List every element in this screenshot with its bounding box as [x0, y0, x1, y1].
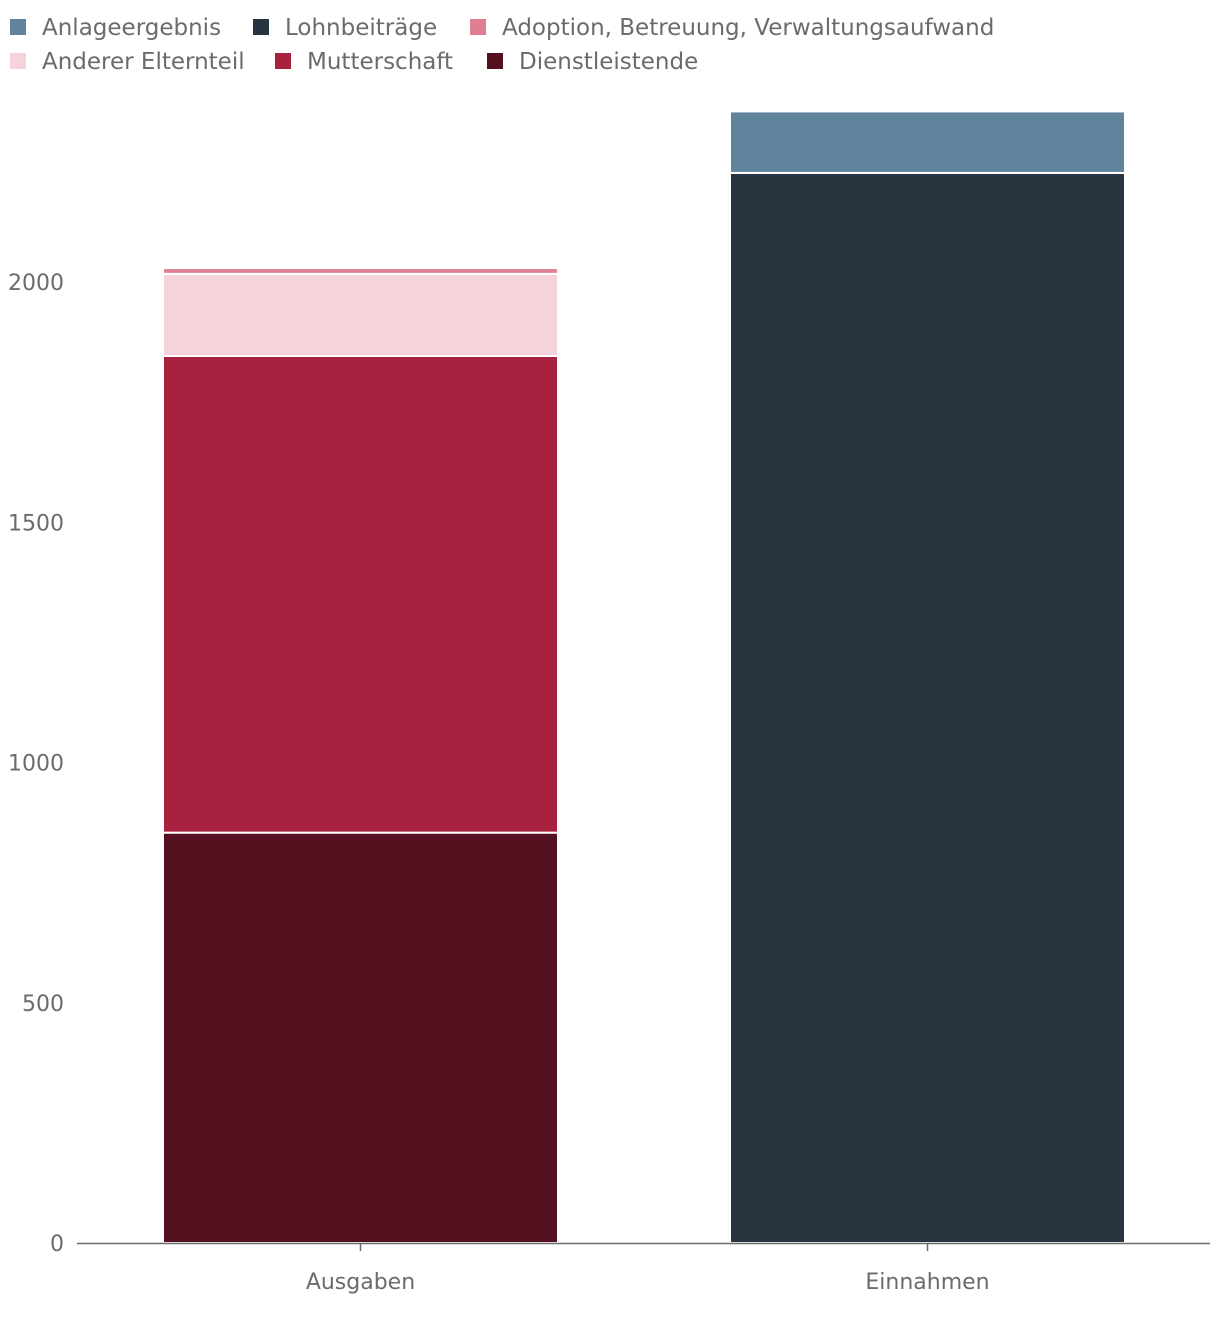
x-tick-label-ausgaben: Ausgaben [306, 1270, 415, 1295]
bar-segment-ausgaben-mutterschaft [162, 354, 559, 834]
legend-item-anlageergebnis[interactable]: Anlageergebnis [10, 15, 221, 41]
legend-label: Dienstleistende [519, 49, 698, 75]
legend: Anlageergebnis Lohnbeiträge Adoption, Betr… [10, 15, 994, 75]
legend-swatch [487, 53, 503, 69]
bar-segment-einnahmen-anlageergebnis [729, 110, 1126, 174]
y-tick-label-1500: 1500 [8, 511, 64, 536]
legend-swatch [10, 53, 26, 69]
x-tick-label-einnahmen: Einnahmen [865, 1270, 989, 1295]
y-tick-label-500: 500 [22, 992, 64, 1017]
bar-segment-ausgaben-adoption-betreuung-verwaltungsaufwand [162, 267, 559, 275]
legend-swatch [470, 19, 486, 35]
legend-label: Adoption, Betreuung, Verwaltungsaufwand [502, 15, 994, 41]
legend-swatch [10, 19, 26, 35]
legend-item-dienstleistende[interactable]: Dienstleistende [487, 49, 698, 75]
legend-swatch [253, 19, 269, 35]
y-tick-label-1000: 1000 [8, 752, 64, 777]
y-tick-label-0: 0 [50, 1232, 64, 1257]
bar-segment-einnahmen-lohnbeitraege [729, 171, 1126, 1244]
y-tick-label-2000: 2000 [8, 271, 64, 296]
legend-label: Mutterschaft [307, 49, 453, 75]
y-axis: 0 500 1000 1500 2000 [8, 271, 64, 1257]
legend-label: Lohnbeiträge [285, 15, 437, 41]
legend-item-lohnbeitraege[interactable]: Lohnbeiträge [253, 15, 437, 41]
legend-swatch [275, 53, 291, 69]
x-axis: Ausgaben Einnahmen [77, 1242, 1210, 1295]
legend-label: Anlageergebnis [42, 15, 221, 41]
bars [162, 110, 1126, 1244]
bar-segment-ausgaben-anderer-elternteil [162, 272, 559, 357]
bar-segment-ausgaben-dienstleistende [162, 831, 559, 1244]
legend-label: Anderer Elternteil [42, 49, 245, 75]
legend-item-adoption-betreuung-verwaltungsaufwand[interactable]: Adoption, Betreuung, Verwaltungsaufwand [470, 15, 994, 41]
legend-item-anderer-elternteil[interactable]: Anderer Elternteil [10, 49, 245, 75]
legend-item-mutterschaft[interactable]: Mutterschaft [275, 49, 453, 75]
